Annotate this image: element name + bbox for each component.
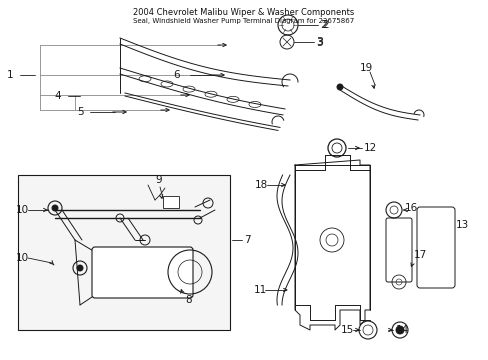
Text: 15: 15 [340, 325, 353, 335]
Text: 11: 11 [253, 285, 267, 295]
Text: 12: 12 [363, 143, 376, 153]
Text: 18: 18 [254, 180, 268, 190]
Text: 1: 1 [7, 70, 13, 80]
Circle shape [52, 205, 58, 211]
Circle shape [77, 265, 83, 271]
Text: 10: 10 [16, 253, 29, 263]
Text: 7: 7 [244, 235, 250, 245]
Text: 2004 Chevrolet Malibu Wiper & Washer Components: 2004 Chevrolet Malibu Wiper & Washer Com… [133, 8, 354, 17]
Text: 5: 5 [77, 107, 83, 117]
Text: 9: 9 [155, 175, 162, 185]
FancyBboxPatch shape [385, 218, 411, 282]
Text: 6: 6 [173, 70, 180, 80]
Bar [18, 175, 229, 330]
Text: 19: 19 [359, 63, 372, 73]
Text: 14: 14 [395, 325, 408, 335]
FancyBboxPatch shape [416, 207, 454, 288]
Text: 4: 4 [55, 91, 61, 101]
Text: 3: 3 [315, 38, 322, 48]
FancyBboxPatch shape [92, 247, 193, 298]
Text: 3: 3 [315, 37, 323, 47]
Text: Seal, Windshield Washer Pump Terminal Diagram for 22675867: Seal, Windshield Washer Pump Terminal Di… [133, 18, 354, 24]
Circle shape [336, 84, 342, 90]
Text: 2: 2 [319, 20, 326, 30]
Bar [163, 196, 179, 208]
Text: 17: 17 [413, 250, 427, 260]
Circle shape [395, 326, 403, 334]
Text: 13: 13 [455, 220, 468, 230]
Text: 8: 8 [184, 295, 191, 305]
Text: 16: 16 [404, 203, 417, 213]
Text: 10: 10 [16, 205, 29, 215]
Text: 2: 2 [321, 20, 328, 30]
